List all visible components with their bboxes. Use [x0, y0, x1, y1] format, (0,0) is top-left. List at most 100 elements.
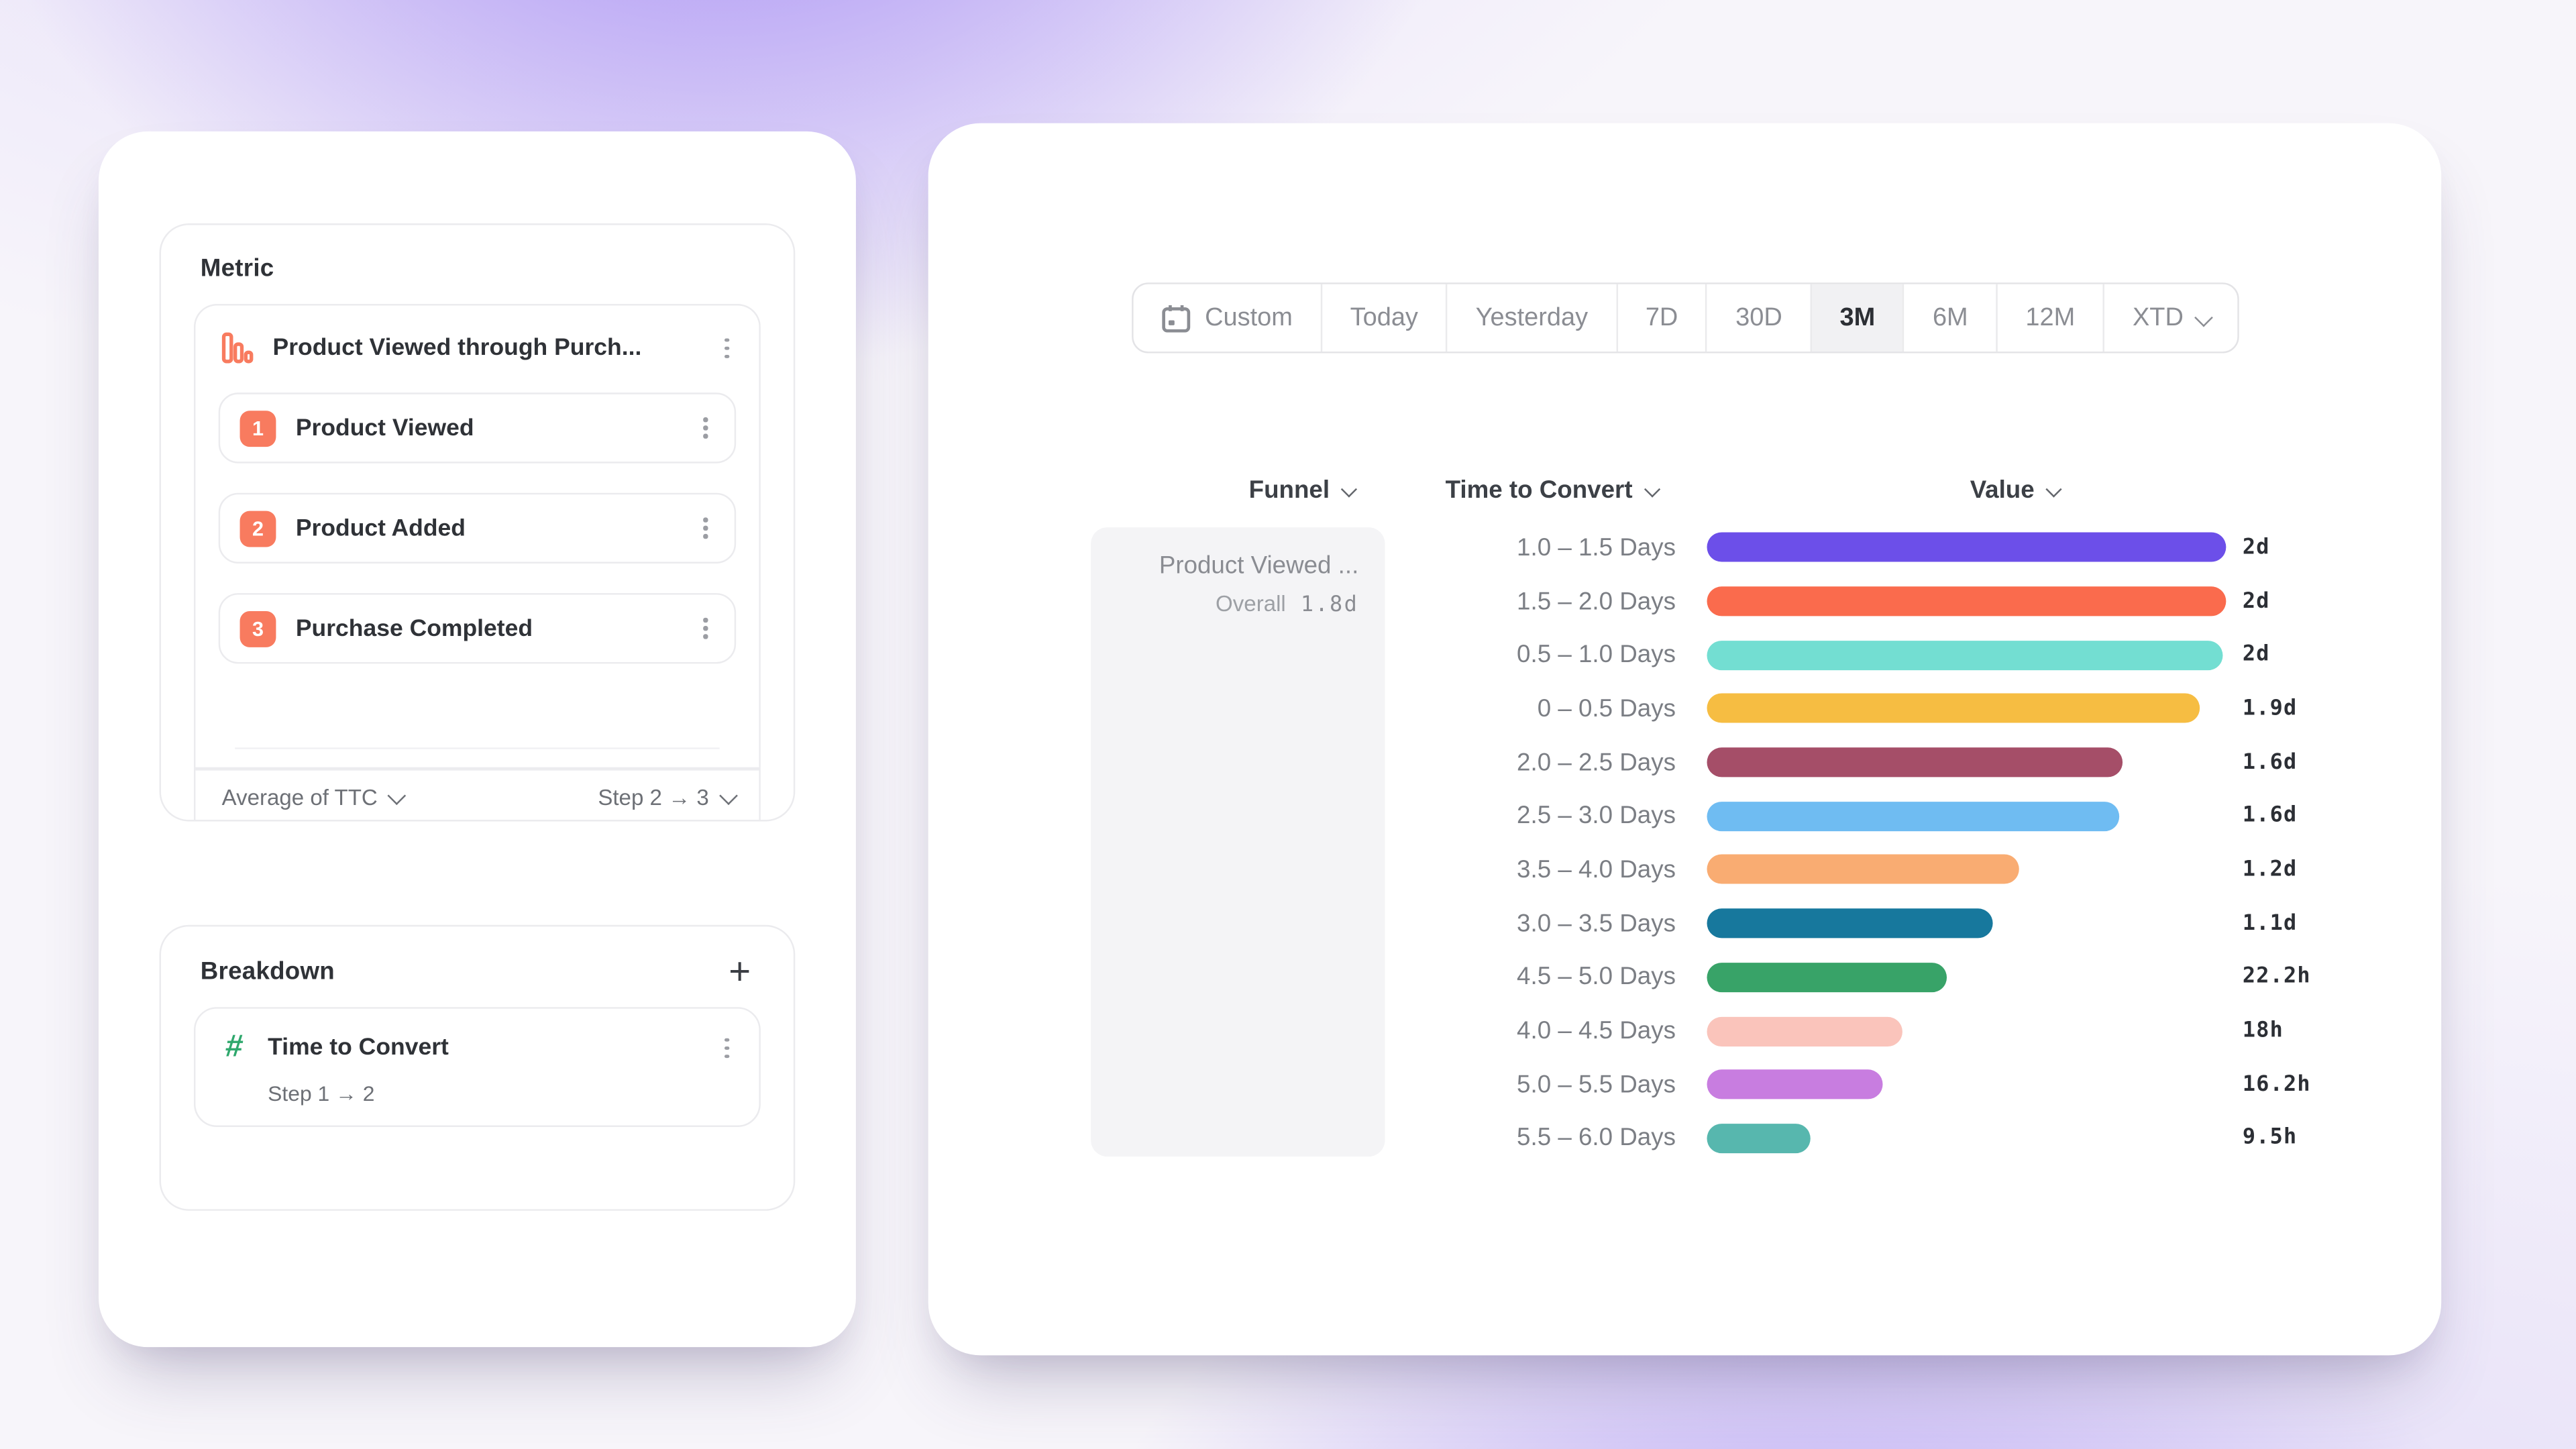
- bucket-label: 0.5 – 1.0 Days: [1517, 641, 1676, 669]
- range-button-today[interactable]: Today: [1320, 284, 1446, 352]
- bar-value-label: 9.5h: [2242, 1126, 2298, 1151]
- bucket-label: 5.5 – 6.0 Days: [1517, 1124, 1676, 1152]
- range-button-7d[interactable]: 7D: [1615, 284, 1706, 352]
- bar-value-label: 1.6d: [2242, 750, 2298, 775]
- range-button-12m[interactable]: 12M: [1996, 284, 2103, 352]
- value-bar[interactable]: [1707, 694, 2200, 724]
- range-button-3m[interactable]: 3M: [1810, 284, 1903, 352]
- range-button-yesterday[interactable]: Yesterday: [1446, 284, 1616, 352]
- bar-track: [1707, 801, 2226, 831]
- chevron-down-icon: [2046, 482, 2062, 497]
- chevron-down-icon: [718, 787, 737, 805]
- breakdown-item[interactable]: # Time to Convert Step 1 → 2: [193, 1007, 761, 1128]
- bucket-label: 1.5 – 2.0 Days: [1517, 587, 1676, 616]
- bucket-label: 2.5 – 3.0 Days: [1517, 802, 1676, 830]
- column-header-funnel[interactable]: Funnel: [1249, 476, 1357, 504]
- breakdown-header: Breakdown +: [194, 949, 761, 993]
- funnel-group-cell[interactable]: Product Viewed ... Overall 1.8d: [1091, 527, 1385, 1157]
- bucket-label: 4.0 – 4.5 Days: [1517, 1016, 1676, 1045]
- value-bar[interactable]: [1707, 962, 1947, 992]
- bar-track: [1707, 640, 2226, 670]
- range-button-xtd[interactable]: XTD: [2102, 284, 2237, 352]
- range-label: Custom: [1205, 303, 1293, 331]
- bucket-label: 3.5 – 4.0 Days: [1517, 855, 1676, 884]
- value-bar[interactable]: [1707, 855, 2019, 885]
- range-label: 12M: [2025, 303, 2076, 331]
- chevron-down-icon: [1644, 482, 1660, 497]
- kebab-menu-icon[interactable]: [697, 411, 714, 445]
- add-breakdown-button[interactable]: +: [729, 949, 751, 993]
- aggregation-label: Average of TTC: [221, 784, 378, 810]
- bucket-label: 5.0 – 5.5 Days: [1517, 1071, 1676, 1099]
- bar-track: [1707, 908, 2226, 938]
- overall-value: 1.8d: [1300, 593, 1359, 618]
- metric-funnel-header[interactable]: Product Viewed through Purch...: [195, 306, 759, 390]
- chart-row: 4.0 – 4.5 Days 18h: [1405, 1004, 2311, 1058]
- range-label: Yesterday: [1475, 303, 1589, 331]
- bar-value-label: 2d: [2242, 643, 2270, 667]
- value-bar[interactable]: [1707, 640, 2223, 670]
- value-bar[interactable]: [1707, 801, 2120, 831]
- bar-track: [1707, 1123, 2226, 1153]
- range-label: Today: [1350, 303, 1418, 331]
- chart-row: 2.5 – 3.0 Days 1.6d: [1405, 790, 2311, 843]
- value-bar[interactable]: [1707, 533, 2226, 563]
- funnel-step-2[interactable]: 2 Product Added: [218, 492, 737, 564]
- bucket-label: 4.5 – 5.0 Days: [1517, 963, 1676, 991]
- breakdown-item-row: # Time to Convert: [219, 1030, 736, 1067]
- value-bar[interactable]: [1707, 908, 1993, 938]
- chart-row: 2.0 – 2.5 Days 1.6d: [1405, 736, 2311, 790]
- step-label: Product Added: [295, 515, 466, 541]
- bar-value-label: 2d: [2242, 535, 2270, 560]
- aggregation-dropdown[interactable]: Average of TTC: [221, 784, 405, 810]
- chart-row: 1.5 – 2.0 Days 2d: [1405, 574, 2311, 628]
- bar-value-label: 2d: [2242, 589, 2270, 614]
- bucket-label: 2.0 – 2.5 Days: [1517, 748, 1676, 777]
- overall-label: Overall: [1216, 591, 1286, 616]
- kebab-menu-icon[interactable]: [718, 331, 736, 366]
- breakdown-heading: Breakdown: [200, 957, 335, 985]
- value-bar[interactable]: [1707, 1016, 1902, 1046]
- bar-track: [1707, 533, 2226, 563]
- chart-row: 0 – 0.5 Days 1.9d: [1405, 682, 2311, 735]
- value-bar[interactable]: [1707, 586, 2226, 616]
- metric-heading: Metric: [200, 254, 274, 283]
- chart-row: 1.0 – 1.5 Days 2d: [1405, 521, 2311, 574]
- range-label: 30D: [1735, 303, 1782, 331]
- divider: [235, 747, 720, 749]
- column-header-value[interactable]: Value: [1970, 476, 2062, 504]
- column-header-time-to-convert[interactable]: Time to Convert: [1446, 476, 1660, 504]
- bar-track: [1707, 1069, 2226, 1099]
- query-builder-panel: Metric Product Viewed through Purch... 1…: [98, 131, 856, 1348]
- metric-funnel-footer: Average of TTC Step 2 → 3: [195, 771, 759, 820]
- value-bar[interactable]: [1707, 747, 2123, 777]
- funnel-step-3[interactable]: 3 Purchase Completed: [218, 593, 737, 664]
- chevron-down-icon: [2195, 308, 2213, 326]
- range-label: 7D: [1645, 303, 1678, 331]
- funnel-step-1[interactable]: 1 Product Viewed: [218, 392, 737, 464]
- range-button-30d[interactable]: 30D: [1706, 284, 1810, 352]
- divider: [195, 767, 759, 771]
- chart-row: 5.0 – 5.5 Days 16.2h: [1405, 1058, 2311, 1112]
- bar-track: [1707, 962, 2226, 992]
- report-panel: Custom Today Yesterday 7D 30D 3M 6M 12M XTD Funn…: [928, 123, 2442, 1356]
- range-button-custom[interactable]: Custom: [1132, 284, 1320, 352]
- kebab-menu-icon[interactable]: [697, 511, 714, 545]
- metric-section: Metric Product Viewed through Purch... 1…: [159, 223, 796, 822]
- bar-value-label: 1.1d: [2242, 911, 2298, 936]
- breakdown-item-label: Time to Convert: [268, 1034, 449, 1062]
- metric-funnel-title: Product Viewed through Purch...: [272, 335, 642, 362]
- breakdown-section: Breakdown + # Time to Convert Step 1 → 2: [159, 924, 796, 1211]
- range-button-6m[interactable]: 6M: [1902, 284, 1996, 352]
- value-bar[interactable]: [1707, 1069, 1883, 1099]
- value-bar[interactable]: [1707, 1123, 1811, 1153]
- funnel-overall-row: Overall 1.8d: [1117, 592, 1358, 618]
- step-number-badge: 3: [239, 610, 276, 647]
- step-range-label: Step 2 → 3: [598, 784, 709, 810]
- bucket-label: 0 – 0.5 Days: [1537, 694, 1676, 723]
- kebab-menu-icon[interactable]: [697, 611, 714, 645]
- kebab-menu-icon[interactable]: [718, 1031, 736, 1065]
- range-label: 6M: [1932, 303, 1968, 331]
- step-range-dropdown[interactable]: Step 2 → 3: [598, 784, 737, 810]
